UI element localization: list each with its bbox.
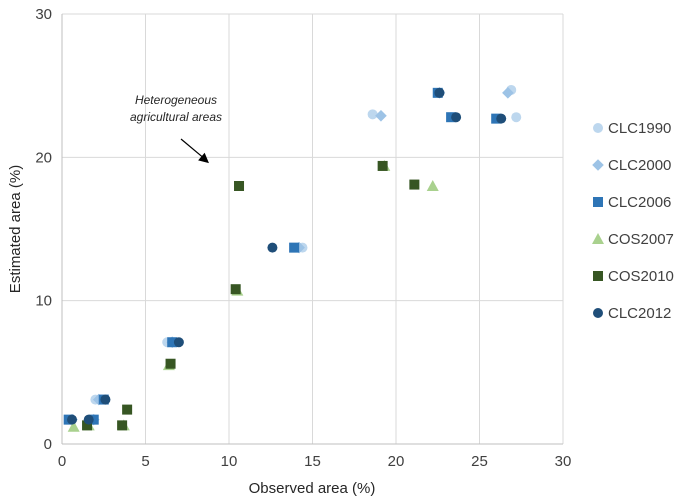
x-tick-label: 30	[555, 453, 572, 470]
y-tick-label: 0	[44, 436, 52, 453]
legend-label-cos2010: COS2010	[608, 268, 674, 285]
x-tick-label: 25	[471, 453, 488, 470]
legend-marker-clc2012	[593, 308, 603, 318]
data-point-clc2012	[67, 414, 78, 425]
data-point-clc2006	[289, 242, 300, 253]
legend-marker-cos2007	[592, 233, 604, 244]
annotation-arrowhead	[198, 152, 209, 164]
data-point-cos2010	[117, 420, 128, 431]
x-tick-label: 0	[58, 453, 66, 470]
data-point-clc2000	[293, 241, 305, 254]
data-point-cos2007	[426, 180, 439, 191]
data-point-clc2006	[446, 112, 457, 123]
x-tick-label: 10	[221, 453, 238, 470]
legend-marker-clc2000	[592, 159, 604, 171]
annotation: Heterogeneous agricultural areas	[130, 93, 222, 164]
data-point-cos2010	[82, 420, 93, 431]
legend-marker-clc1990	[593, 123, 603, 133]
legend-label-clc2012: CLC2012	[608, 305, 671, 322]
data-point-cos2010	[377, 160, 388, 171]
axes: 0 5 10 15 20 25 30 0 10 20 30	[35, 6, 571, 470]
data-point-cos2010	[165, 358, 176, 369]
y-tick-label: 10	[35, 293, 52, 310]
y-tick-label: 30	[35, 6, 52, 23]
data-point-clc2012	[100, 394, 111, 405]
data-point-clc2012	[83, 414, 94, 425]
legend-label-clc2000: CLC2000	[608, 157, 671, 174]
legend-marker-clc2006	[593, 197, 603, 207]
data-point-cos2010	[230, 284, 241, 295]
data-point-clc2006	[88, 414, 99, 425]
annotation-line-2: agricultural areas	[130, 110, 222, 124]
data-point-clc2000	[502, 87, 514, 99]
legend-label-clc1990: CLC1990	[608, 120, 671, 137]
data-point-cos2010	[234, 181, 245, 191]
data-point-clc2012	[173, 337, 184, 348]
data-point-clc2012	[451, 112, 462, 123]
data-point-cos2010	[122, 404, 133, 415]
data-point-cos2010	[409, 179, 420, 190]
y-axis-title: Estimated area (%)	[7, 165, 24, 293]
data-point-clc2012	[496, 113, 507, 124]
data-point-clc1990	[367, 109, 378, 120]
data-point-clc2012	[434, 87, 445, 98]
data-point-clc1990	[511, 112, 522, 123]
legend-label-clc2006: CLC2006	[608, 194, 671, 211]
data-point-clc2012	[267, 242, 278, 253]
data-point-clc2006	[491, 113, 502, 124]
data-point-clc2006	[167, 337, 178, 348]
legend-marker-cos2010	[593, 271, 603, 281]
data-point-clc2000	[375, 109, 387, 122]
legend: CLC1990 CLC2000 CLC2006 COS2007 COS2010 CLC20…	[592, 120, 674, 322]
gridlines	[61, 13, 564, 445]
annotation-line-1: Heterogeneous	[135, 93, 217, 107]
x-axis-title: Observed area (%)	[249, 480, 376, 497]
legend-label-cos2007: COS2007	[608, 231, 674, 248]
data-points	[63, 84, 522, 432]
x-tick-label: 20	[388, 453, 405, 470]
data-point-cos2007	[67, 420, 80, 432]
annotation-arrow-line	[180, 138, 206, 160]
y-tick-label: 20	[35, 149, 52, 166]
x-tick-label: 15	[304, 453, 321, 470]
x-tick-label: 5	[141, 453, 149, 470]
